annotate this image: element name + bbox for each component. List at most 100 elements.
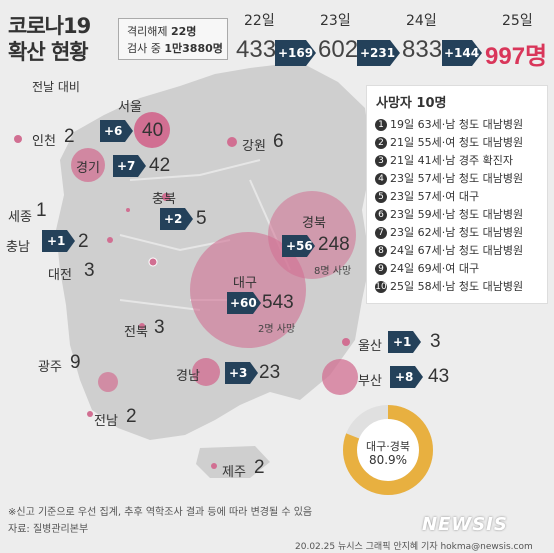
inc-gyeonggi: +7 [117,159,136,173]
region-chungbuk: 충북 [152,192,176,207]
busan-bubble [322,359,358,395]
region-daegu: 대구 [233,276,257,291]
count-chungbuk: 5 [196,208,207,229]
count-gangwon: 6 [273,131,284,152]
region-chungnam: 충남 [6,240,30,255]
incheon-dot [14,135,22,143]
death-text: 24일 69세·여 대구 [390,262,480,275]
count-chungnam: 2 [78,231,89,252]
day-value-23: 602 [318,36,359,63]
released-label: 격리해제 [127,25,168,38]
region-ulsan: 울산 [358,339,382,354]
testing-value: 1만3880명 [164,42,223,55]
delta-arrow-2 [357,40,400,66]
credit-text: 20.02.25 뉴시스 그래픽 안지혜 기자 hokma@newsis.com [295,542,533,552]
death-text: 23일 59세·남 청도 대남병원 [390,208,524,221]
chungnam-dot [107,237,113,243]
inc-chungbuk: +2 [164,212,183,226]
donut-label: 대구·경북 [366,440,410,453]
death-item: 8 24일 67세·남 청도 대남병원 [375,242,523,258]
region-gyeongbuk: 경북 [302,216,326,231]
title-line1: 코로나19 [8,14,91,38]
day-label-24: 24일 [406,13,437,29]
delta-arrows [275,40,482,66]
region-jeju: 제주 [222,465,246,480]
death-number: 3 [375,155,387,167]
inc-ulsan: +1 [393,335,412,349]
death-number: 10 [375,281,387,293]
deaths-title: 사망자 10명 [376,96,447,111]
testing-label: 검사 중 [127,42,161,55]
inc-daegu: +60 [230,296,257,310]
gangwon-dot [227,137,237,147]
death-item: 9 24일 69세·여 대구 [375,260,479,276]
gyeongnam-bubble [192,358,220,386]
newsis-logo: NEWSIS [422,514,508,535]
death-item: 5 23일 57세·여 대구 [375,188,479,204]
sejong-dot [126,208,130,212]
region-sejong: 세종 [8,210,32,225]
released-value: 22명 [170,25,197,38]
province-borders [119,159,291,311]
donut-arc [343,405,433,495]
inc-gyeongnam: +3 [229,366,248,380]
title-line2: 확산 현황 [8,40,89,64]
death-item: 10 25일 58세·남 청도 대남병원 [375,278,523,294]
death-text: 19일 63세·남 청도 대남병원 [390,118,524,131]
gyeongnam-inc-arrow [225,362,258,384]
count-jeonnam: 2 [126,406,137,427]
ulsan-dot [342,338,350,346]
death-item: 6 23일 59세·남 청도 대남병원 [375,206,523,222]
count-jeonbuk: 3 [154,317,165,338]
death-number: 4 [375,173,387,185]
count-gwangju: 9 [70,352,81,373]
region-gyeongnam: 경남 [176,369,200,384]
death-number: 6 [375,209,387,221]
gyeonggi-bubble [71,148,105,182]
inc-seoul: +6 [104,124,123,138]
ulsan-inc-arrow [388,331,421,353]
death-text: 21일 41세·남 경주 확진자 [390,154,513,167]
region-jeonnam: 전남 [94,414,118,429]
region-gangwon: 강원 [242,139,266,154]
donut-value: 80.9% [368,453,408,467]
inc-busan: +8 [395,370,414,384]
deaths-gyeongbuk: 8명 사망 [314,266,352,277]
region-jeonbuk: 전북 [124,325,148,340]
death-text: 25일 58세·남 청도 대남병원 [390,280,524,293]
death-text: 23일 57세·여 대구 [390,190,480,203]
region-busan: 부산 [358,374,382,389]
gyeongbuk-inc-arrow [282,235,315,257]
death-number: 1 [375,119,387,131]
delta-arrow-3 [442,40,482,66]
island-shape [196,446,270,478]
jeju-dot [211,463,217,469]
death-number: 2 [375,137,387,149]
death-number: 7 [375,227,387,239]
region-daejeon: 대전 [48,268,72,283]
count-jeju: 2 [254,457,265,478]
death-number: 5 [375,191,387,203]
region-seoul: 서울 [118,100,142,115]
delta-1: +169 [278,46,314,60]
day-value-24: 833 [402,36,443,63]
death-text: 24일 67세·남 청도 대남병원 [390,244,524,257]
daegu-inc-arrow [227,292,261,314]
note-text: ※신고 기준으로 우선 집계, 추후 역학조사 결과 등에 따라 변경될 수 있… [8,507,313,518]
busan-inc-arrow [390,366,423,388]
region-gwangju: 광주 [38,360,62,375]
count-daejeon: 3 [84,260,95,281]
death-item: 1 19일 63세·남 청도 대남병원 [375,116,523,132]
count-sejong: 1 [36,200,47,221]
death-number: 8 [375,245,387,257]
jeonbuk-dot [139,323,145,329]
count-seoul: 40 [142,120,164,141]
death-item: 2 21일 55세·여 청도 대남병원 [375,134,523,150]
day-value-22: 433 [236,36,277,63]
inc-chungnam: +1 [47,234,66,248]
legend-label: 전날 대비 [32,80,80,94]
region-incheon: 인천 [32,134,56,149]
jeonnam-dot [87,411,93,417]
day-label-25: 25일 [502,13,533,29]
